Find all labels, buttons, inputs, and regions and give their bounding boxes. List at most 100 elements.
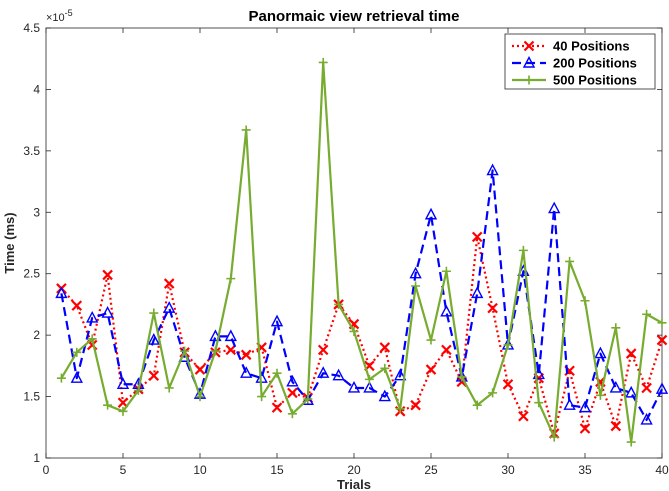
data-point [164, 383, 174, 393]
data-point [240, 349, 252, 361]
data-point [640, 412, 653, 425]
data-point [240, 366, 253, 378]
y-tick-label: 3.5 [23, 144, 40, 158]
data-point [332, 368, 345, 381]
data-point [611, 323, 621, 333]
data-point [426, 335, 436, 345]
data-point [656, 334, 668, 346]
data-point [548, 201, 561, 214]
data-point [440, 304, 453, 317]
x-tick-label: 25 [424, 463, 438, 477]
data-point [657, 318, 667, 328]
data-point [394, 368, 407, 381]
data-point [594, 346, 607, 359]
x-tick-label: 30 [501, 463, 515, 477]
legend-label: 200 Positions [553, 56, 637, 71]
data-point [625, 348, 637, 359]
data-point [471, 286, 484, 299]
data-point [609, 380, 622, 393]
data-point [524, 75, 534, 85]
y-tick-label: 4.5 [23, 21, 40, 35]
data-point [226, 274, 236, 284]
data-point [287, 387, 298, 399]
data-point [523, 40, 535, 52]
series-line [60, 61, 663, 444]
legend-item: 200 Positions [512, 56, 637, 71]
y-axis-label: Time (ms) [2, 212, 17, 273]
data-point [349, 326, 359, 336]
data-point [395, 404, 405, 414]
data-point [364, 374, 374, 384]
data-point [87, 334, 97, 344]
data-point [503, 340, 513, 350]
data-point [118, 406, 128, 416]
ticks: 0 5 10 15 20 25 30 35 40 1 1.5 2 2.5 3 3.5 4 4.5 [23, 21, 669, 477]
x-tick-label: 0 [43, 463, 50, 477]
data-point [409, 266, 422, 279]
data-point [642, 309, 652, 319]
legend: 40 Positions 200 Positions 500 Positions [504, 33, 656, 90]
x-tick-label: 35 [578, 463, 592, 477]
data-point [272, 368, 282, 378]
legend-item: 40 Positions [512, 39, 630, 54]
data-point [86, 310, 99, 323]
data-point [488, 388, 498, 398]
x-tick-label: 20 [347, 463, 361, 477]
data-point [522, 55, 536, 68]
data-point [411, 281, 421, 291]
data-point [610, 420, 622, 432]
data-point [133, 385, 143, 395]
data-point [241, 125, 251, 135]
data-point [472, 400, 482, 410]
data-point [194, 364, 206, 375]
series-line [60, 235, 664, 435]
legend-label: 500 Positions [553, 73, 637, 88]
data-point [317, 344, 329, 356]
data-point [303, 394, 313, 404]
data-point [655, 382, 669, 394]
x-tick-label: 15 [270, 463, 284, 477]
data-point [163, 278, 175, 289]
data-point [317, 366, 330, 378]
data-point [456, 376, 468, 388]
data-point [224, 329, 237, 342]
data-point [641, 382, 652, 394]
data-point [518, 245, 528, 255]
data-point [148, 370, 160, 381]
data-point [363, 380, 376, 393]
data-point [534, 398, 544, 408]
data-point [595, 390, 605, 400]
data-point [180, 346, 190, 356]
data-point [424, 207, 438, 220]
y-tick-label: 2 [33, 328, 40, 342]
data-point [486, 163, 499, 176]
data-point [563, 398, 576, 410]
legend-item: 500 Positions [512, 73, 637, 88]
series [56, 57, 667, 447]
series-layer [55, 57, 669, 447]
data-point [55, 286, 68, 299]
data-point [441, 266, 451, 276]
data-point [103, 400, 113, 410]
data-point [210, 346, 220, 356]
data-point [147, 333, 160, 345]
data-point [518, 410, 529, 422]
data-point [116, 377, 130, 389]
data-point [565, 256, 575, 266]
y-tick-label: 1.5 [23, 390, 40, 404]
data-point [287, 409, 297, 419]
data-point [225, 344, 237, 356]
series-line [60, 169, 663, 422]
data-point [70, 371, 83, 383]
data-point [410, 399, 421, 411]
data-point [347, 380, 361, 393]
data-point [487, 302, 498, 314]
data-point [271, 402, 283, 413]
data-point [502, 379, 514, 390]
data-point [102, 269, 113, 281]
x-tick-label: 5 [120, 463, 127, 477]
y-tick-label: 4 [33, 82, 40, 96]
data-point [380, 363, 390, 373]
data-point [379, 342, 391, 353]
y-tick-label: 2.5 [23, 267, 40, 281]
